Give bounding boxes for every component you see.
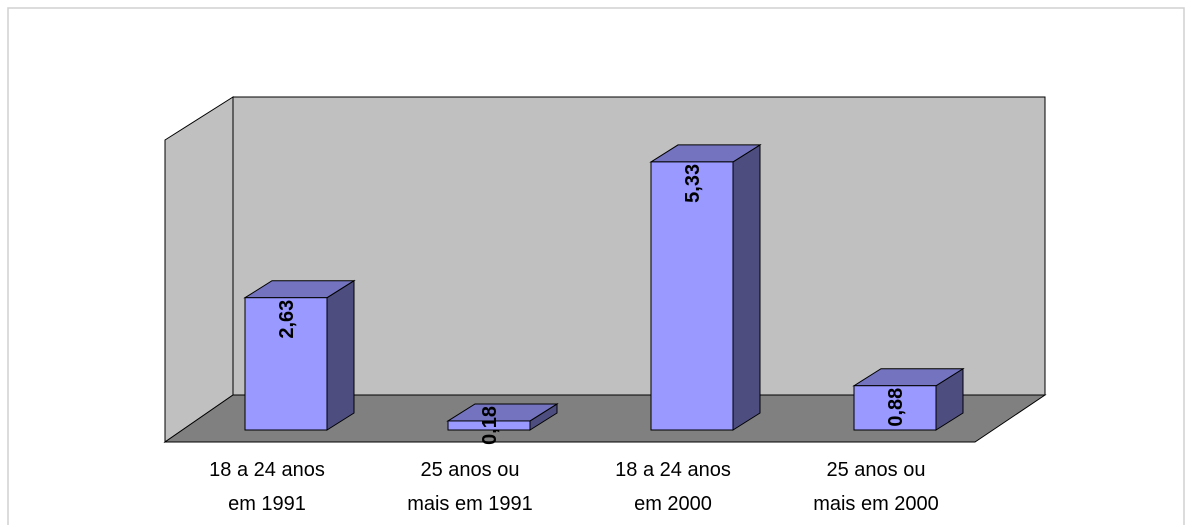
bar	[650, 161, 734, 431]
bar	[853, 385, 937, 431]
bar-side	[326, 279, 355, 431]
x-tick-label: 25 anos ou mais em 2000	[813, 459, 939, 515]
bar-side	[732, 143, 761, 431]
floor	[163, 394, 1047, 443]
x-tick-label: 25 anos ou mais em 1991	[407, 459, 533, 515]
bar	[447, 420, 531, 431]
side-wall	[164, 96, 234, 443]
data-label: 2,63	[276, 300, 298, 339]
frame	[7, 7, 1185, 525]
x-tick-label: 18 a 24 anos em 1991	[209, 459, 325, 515]
data-label: 5,33	[682, 164, 704, 203]
data-label: 0,18	[479, 406, 501, 445]
data-label: 0,88	[885, 388, 907, 427]
back-wall	[232, 96, 1046, 396]
x-tick-label: 18 a 24 anos em 2000	[615, 459, 731, 515]
bar	[244, 297, 328, 431]
